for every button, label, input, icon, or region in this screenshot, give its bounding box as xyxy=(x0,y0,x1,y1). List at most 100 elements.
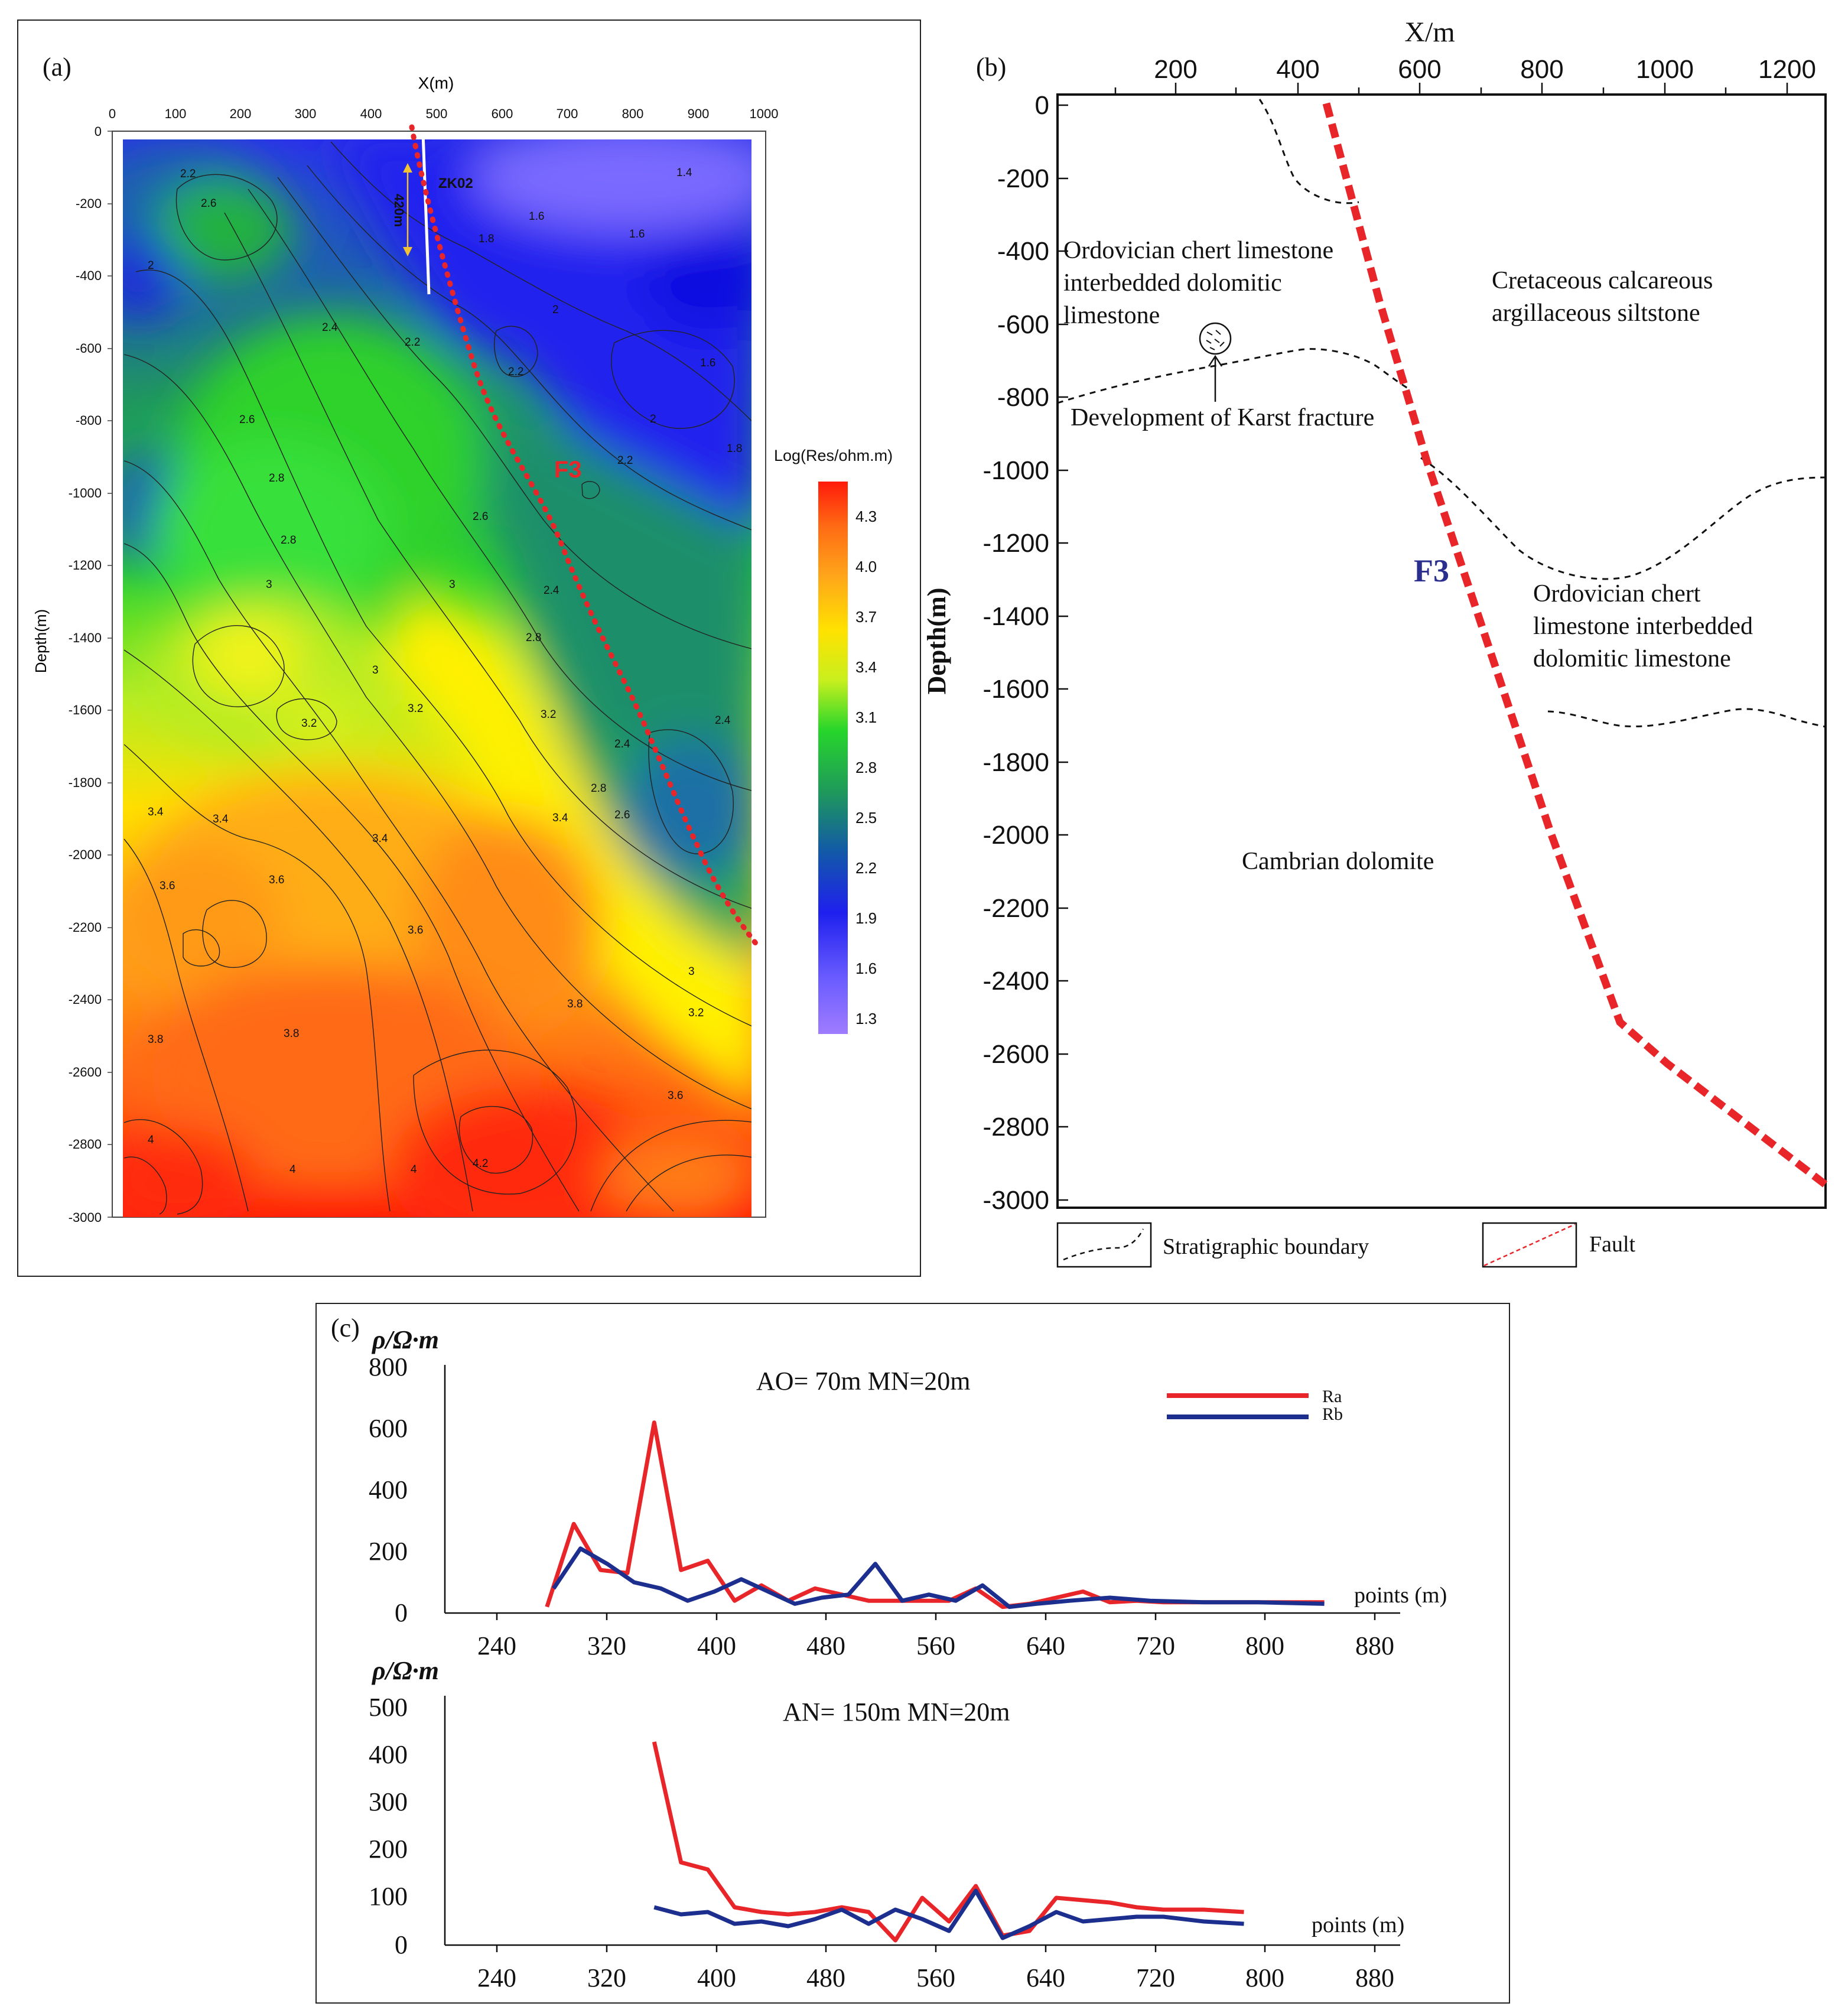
y-tick-label: -400 xyxy=(76,268,102,283)
y-tick-label: -2000 xyxy=(982,821,1049,850)
contour-label: 2.6 xyxy=(614,809,630,821)
stratigraphic-boundaries xyxy=(1057,99,1826,728)
chart-2-tick-marks xyxy=(496,1945,1376,1952)
colorbar-tick: 2.8 xyxy=(855,759,877,776)
colorbar-tick: 3.7 xyxy=(855,608,877,626)
x-tick-label: 240 xyxy=(477,1963,516,1992)
panel-a-x-title: X(m) xyxy=(418,74,454,92)
boundary-karst xyxy=(1057,348,1411,404)
contour-label: 1.4 xyxy=(676,167,692,179)
karst-fracture-icon xyxy=(1199,322,1232,355)
contour-label: 2.6 xyxy=(473,510,488,523)
y-tick-label: 0 xyxy=(395,1598,408,1627)
colorbar-tick: 3.1 xyxy=(855,708,877,726)
chart-1-legend: Ra Rb xyxy=(1167,1387,1343,1424)
chart-2-ylabel: ρ/Ω·m xyxy=(371,1656,439,1685)
x-tick-label: 900 xyxy=(688,106,710,121)
y-tick-label: -2600 xyxy=(982,1040,1049,1069)
chart-1: ρ/Ω·m AO= 70m MN=20m 0 200 400 600 800 2… xyxy=(369,1325,1447,1660)
x-tick-label: 320 xyxy=(587,1963,626,1992)
x-tick-label: 800 xyxy=(1520,55,1563,84)
y-tick-label: -1200 xyxy=(69,558,102,573)
contour-label: 3 xyxy=(449,578,456,591)
contour-label: 3.6 xyxy=(668,1090,683,1102)
contour-labels: 1.4 1.6 1.6 1.6 1.8 1.8 2 2 2 2.2 2.2 2.… xyxy=(148,167,742,1176)
y-tick-label: -400 xyxy=(997,237,1049,266)
contour-label: 4 xyxy=(289,1163,296,1176)
contour-label: 3.2 xyxy=(541,708,556,721)
contour-label: 1.6 xyxy=(529,210,544,223)
chart-1-tick-marks xyxy=(496,1613,1376,1620)
unit-label: limestone xyxy=(1063,302,1160,329)
y-tick-label: 600 xyxy=(369,1414,408,1443)
chart-1-ylabel: ρ/Ω·m xyxy=(371,1325,439,1354)
x-tick-label: 800 xyxy=(1245,1963,1284,1992)
dimension-label: 420m xyxy=(392,194,406,227)
contour-label: 2.2 xyxy=(405,336,420,349)
chart-2-xlabel: points (m) xyxy=(1312,1913,1404,1937)
x-tick-label: 880 xyxy=(1355,1631,1394,1660)
panel-b-label: (b) xyxy=(976,53,1006,82)
contour-label: 2.4 xyxy=(544,584,559,597)
fault-f3-trace-a xyxy=(409,124,760,948)
y-tick-label: -1800 xyxy=(69,775,102,790)
contour-label: 1.6 xyxy=(629,228,645,240)
contour-label: 2.4 xyxy=(614,738,630,750)
colorbar-tick: 2.5 xyxy=(855,809,877,827)
chart-1-series-ra xyxy=(545,1420,1325,1609)
contour-label: 3.2 xyxy=(408,703,423,715)
x-tick-label: 560 xyxy=(916,1963,955,1992)
panel-b-x-ticks: 200 400 600 800 1000 1200 xyxy=(1154,55,1816,84)
contour-label: 2.6 xyxy=(239,414,255,426)
y-tick-label: -1200 xyxy=(982,529,1049,558)
x-tick-label: 400 xyxy=(1276,55,1319,84)
colorbar-tick: 1.9 xyxy=(855,909,877,927)
legend-rb-label: Rb xyxy=(1322,1404,1343,1424)
panel-b-y-title: Depth(m) xyxy=(922,588,951,695)
chart-1-x-ticks: 240 320 400 480 560 640 720 800 880 xyxy=(477,1631,1394,1660)
contour-label: 3.8 xyxy=(148,1033,163,1046)
contour-label: 3 xyxy=(372,664,379,677)
y-tick-label: -2400 xyxy=(69,992,102,1007)
contour-label: 3.8 xyxy=(284,1027,299,1040)
fault-f3-trace-b xyxy=(1322,102,1828,1188)
x-tick-label: 600 xyxy=(492,106,513,121)
panel-b-plot-area xyxy=(1056,93,1827,1209)
x-tick-label: 500 xyxy=(426,106,448,121)
y-tick-label: 100 xyxy=(369,1882,408,1911)
karst-arrow xyxy=(1208,355,1223,402)
panel-a-frame xyxy=(17,19,921,1277)
panel-a-tick-marks xyxy=(108,131,112,1218)
x-tick-label: 480 xyxy=(806,1963,845,1992)
x-tick-label: 600 xyxy=(1398,55,1441,84)
contour-label: 1.6 xyxy=(700,357,715,369)
unit-label: argillaceous siltstone xyxy=(1492,300,1700,327)
unit-label: Ordovician chert xyxy=(1533,580,1701,607)
contour-label: 3.4 xyxy=(552,812,568,824)
y-tick-label: -1000 xyxy=(69,486,102,500)
y-tick-label: -3000 xyxy=(982,1186,1049,1215)
unit-label: Cretaceous calcareous xyxy=(1492,267,1713,294)
y-tick-label: 200 xyxy=(369,1537,408,1566)
y-tick-label: -1000 xyxy=(982,456,1049,485)
unit-label: interbedded dolomitic xyxy=(1063,269,1282,297)
chart-2-title: AN= 150m MN=20m xyxy=(783,1698,1010,1726)
chart-2-series-ra xyxy=(652,1741,1244,1943)
contour-label: 2.4 xyxy=(715,714,731,727)
y-tick-label: 500 xyxy=(369,1693,408,1722)
y-tick-label: 0 xyxy=(95,124,102,139)
contour-label: 4 xyxy=(148,1134,154,1146)
y-tick-label: 300 xyxy=(369,1787,408,1816)
panel-b-legend: Stratigraphic boundary Fault xyxy=(1056,1222,1636,1268)
colorbar-tick: 2.2 xyxy=(855,859,877,877)
contour-label: 3.4 xyxy=(148,806,164,818)
x-tick-label: 1000 xyxy=(1636,55,1694,84)
colorbar-tick: 1.6 xyxy=(855,960,877,977)
colorbar-tick: 3.4 xyxy=(855,658,877,676)
contour-label: 2.2 xyxy=(180,168,196,180)
panel-c-label: (c) xyxy=(331,1313,360,1342)
x-tick-label: 560 xyxy=(916,1631,955,1660)
y-tick-label: -800 xyxy=(76,413,102,428)
y-tick-label: -1400 xyxy=(69,630,102,645)
colorbar-tick: 1.3 xyxy=(855,1010,877,1027)
